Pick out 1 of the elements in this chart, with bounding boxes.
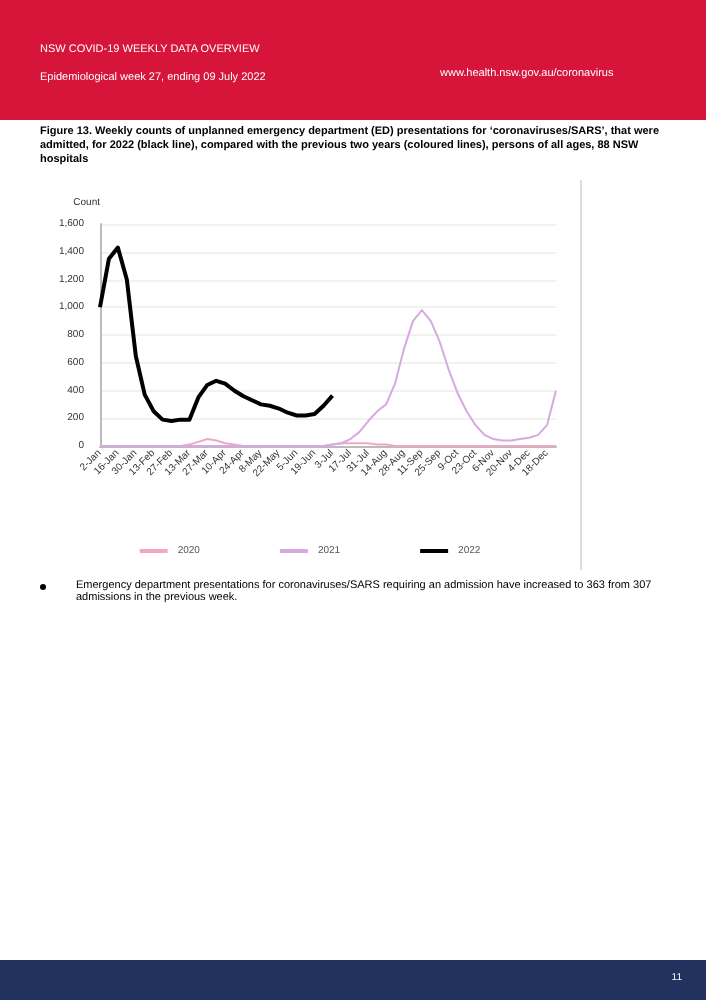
line-series [98, 245, 335, 424]
